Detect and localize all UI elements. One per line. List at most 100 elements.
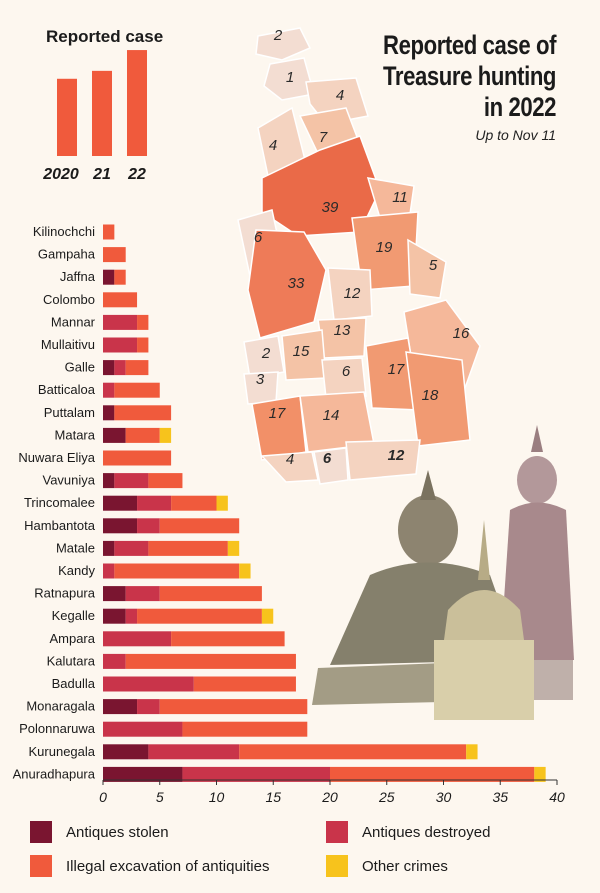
bar-excavation — [148, 473, 183, 489]
bar-destroyed — [137, 495, 172, 511]
bar-stolen — [103, 586, 126, 602]
bar-other — [534, 766, 546, 782]
map-value-label: 4 — [286, 451, 294, 468]
mini-category-label: 21 — [92, 166, 111, 183]
bar-destroyed — [114, 360, 126, 376]
seated-buddha-body — [330, 562, 520, 665]
map-value-label: 19 — [376, 239, 393, 256]
bar-excavation — [239, 744, 467, 760]
map-value-label: 11 — [392, 189, 408, 206]
x-tick-label: 0 — [99, 789, 107, 805]
title-line-1: Reported case of — [382, 30, 556, 60]
bar-destroyed — [103, 653, 126, 669]
map-value-label: 4 — [269, 137, 277, 154]
standing-buddha-ushnisha — [531, 425, 543, 452]
category-label: Kandy — [58, 563, 95, 578]
legend-item-excavation: Illegal excavation of antiquities — [30, 855, 269, 877]
bar-stolen — [103, 699, 138, 715]
category-label: Batticaloa — [38, 382, 96, 397]
map-district-21 — [251, 395, 307, 461]
map-value-label: 7 — [319, 129, 328, 146]
map-district-25 — [345, 439, 421, 481]
map-value-label: 12 — [388, 447, 405, 464]
bar-stolen — [103, 360, 115, 376]
map-district-1 — [255, 27, 312, 61]
map-district-17 — [243, 371, 279, 405]
legend-item-stolen: Antiques stolen — [30, 821, 169, 843]
bar-other — [466, 744, 478, 760]
mini-bar-2020 — [57, 78, 77, 156]
bar-other — [239, 563, 251, 579]
map-district-16 — [281, 329, 327, 381]
category-label: Kalutara — [47, 653, 96, 668]
map-value-label: 2 — [261, 345, 271, 362]
category-label: Vavuniya — [42, 473, 95, 488]
chart-subtitle: Up to Nov 11 — [475, 127, 556, 143]
bar-destroyed — [114, 540, 149, 556]
bar-excavation — [114, 269, 126, 285]
map-value-label: 6 — [254, 229, 263, 246]
bar-excavation — [103, 224, 115, 240]
bar-excavation — [103, 292, 138, 308]
title-line-2: Treasure hunting — [382, 61, 556, 91]
category-label: Monaragala — [26, 699, 95, 714]
mini-bar-chart: 2020 21 22 — [42, 50, 147, 183]
bar-stolen — [103, 473, 115, 489]
map-value-label: 16 — [453, 325, 470, 342]
x-tick-label: 25 — [378, 789, 395, 805]
legend-swatch-destroyed — [326, 821, 348, 843]
map-value-label: 17 — [269, 405, 286, 422]
bar-excavation — [193, 676, 296, 692]
stupa-spire — [478, 520, 490, 580]
bar-destroyed — [103, 337, 138, 353]
bar-destroyed — [103, 563, 115, 579]
legend-swatch-stolen — [30, 821, 52, 843]
chart-title: Reported case of Treasure hunting in 202… — [345, 30, 556, 143]
bar-destroyed — [114, 473, 149, 489]
bar-destroyed — [148, 744, 240, 760]
category-label: Gampaha — [38, 247, 96, 262]
category-label: Ratnapura — [34, 586, 95, 601]
bar-excavation — [114, 405, 172, 421]
standing-buddha-pedestal — [505, 660, 573, 700]
bar-excavation — [171, 631, 285, 647]
map-district-7 — [366, 177, 415, 219]
bar-excavation — [182, 721, 308, 737]
map-district-12 — [327, 267, 373, 321]
category-label: Kurunegala — [29, 744, 96, 759]
map-district-2 — [263, 57, 315, 101]
bar-stolen — [103, 405, 115, 421]
map-value-label: 4 — [336, 87, 344, 104]
bar-excavation — [330, 766, 535, 782]
bar-excavation — [159, 518, 240, 534]
map-value-label: 17 — [388, 361, 405, 378]
map-district-24 — [313, 447, 349, 485]
bar-other — [261, 608, 274, 624]
bar-excavation — [103, 247, 126, 263]
legend-label-destroyed: Antiques destroyed — [362, 823, 491, 841]
bar-excavation — [137, 314, 149, 330]
x-tick-label: 15 — [265, 789, 281, 805]
map-value-label: 1 — [286, 69, 294, 86]
map-district-14 — [403, 299, 481, 413]
map-district-22 — [299, 391, 375, 453]
bar-excavation — [159, 586, 262, 602]
bar-destroyed — [137, 518, 160, 534]
category-label: Mullaitivu — [41, 337, 95, 352]
category-label: Ampara — [49, 631, 95, 646]
bar-excavation — [125, 427, 160, 443]
bar-excavation — [148, 540, 228, 556]
bar-excavation — [137, 337, 149, 353]
map-district-13 — [317, 317, 367, 359]
category-label: Mannar — [51, 314, 96, 329]
mini-chart-title: Reported case — [46, 27, 164, 46]
bar-other — [216, 495, 228, 511]
category-label: Jaffna — [60, 269, 96, 284]
title-line-3: in 2022 — [483, 92, 557, 122]
x-tick-label: 30 — [436, 789, 452, 805]
bar-excavation — [125, 653, 296, 669]
map-value-label: 5 — [429, 257, 438, 274]
category-label: Nuwara Eliya — [18, 450, 95, 465]
map-value-label: 12 — [344, 285, 361, 302]
x-tick-label: 35 — [492, 789, 508, 805]
